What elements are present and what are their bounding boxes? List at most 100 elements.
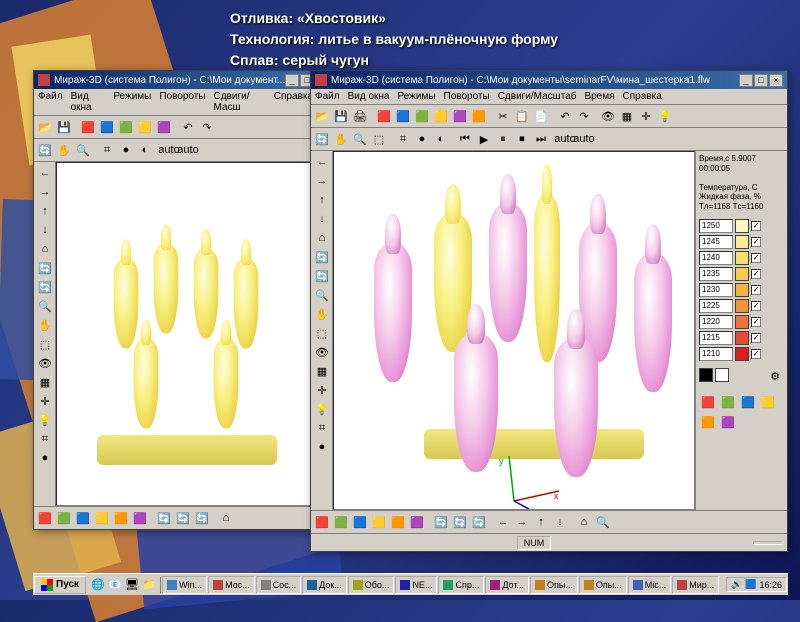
toolbar-button[interactable]: 🟩: [117, 118, 135, 136]
side-tool-button[interactable]: 🔄: [313, 267, 331, 285]
toolbar-button[interactable]: ▦: [618, 107, 636, 125]
toolbar-button[interactable]: ✛: [637, 107, 655, 125]
taskbar-task[interactable]: Mic...: [628, 576, 672, 594]
start-button[interactable]: Пуск: [34, 576, 86, 594]
toolbar-button[interactable]: ●: [117, 141, 135, 159]
side-tool-button[interactable]: ⌗: [36, 430, 54, 448]
legend-swatch[interactable]: [735, 267, 749, 281]
legend-swatch[interactable]: [735, 299, 749, 313]
close-button[interactable]: ×: [769, 74, 783, 87]
side-tool-button[interactable]: ↓: [313, 210, 331, 228]
legend-value[interactable]: 1235: [699, 267, 733, 281]
toolbar-button[interactable]: 🟩: [332, 513, 350, 531]
toolbar-button[interactable]: 🟩: [55, 509, 73, 527]
legend-checkbox[interactable]: ✓: [751, 269, 761, 279]
side-tool-button[interactable]: ⌂: [313, 229, 331, 247]
toolbar-button[interactable]: 🔄: [313, 130, 331, 148]
legend-value[interactable]: 1220: [699, 315, 733, 329]
legend-swatch[interactable]: [735, 331, 749, 345]
side-tool-button[interactable]: ⌗: [313, 419, 331, 437]
side-tool-button[interactable]: ←: [36, 164, 54, 182]
toolbar-button[interactable]: 🔍: [74, 141, 92, 159]
toolbar-button[interactable]: 💾: [332, 107, 350, 125]
legend-value[interactable]: 1225: [699, 299, 733, 313]
toolbar-button[interactable]: 🟧: [470, 107, 488, 125]
quick-launch-icon[interactable]: 📁: [141, 577, 157, 593]
taskbar-task[interactable]: Опы...: [579, 576, 627, 594]
side-tool-button[interactable]: ✋: [313, 305, 331, 323]
menu-item[interactable]: Справка: [623, 91, 662, 102]
toolbar-button[interactable]: ⬚: [370, 130, 388, 148]
toolbar-button[interactable]: 📂: [313, 107, 331, 125]
toolbar-button[interactable]: 🟥: [79, 118, 97, 136]
toolbar-button[interactable]: auto: [160, 141, 178, 159]
tray-icon[interactable]: 🔊: [731, 579, 742, 590]
menu-item[interactable]: Режимы: [397, 91, 435, 102]
toolbar-button[interactable]: 🔄: [451, 513, 469, 531]
menu-item[interactable]: Вид окна: [71, 91, 106, 113]
quick-launch-icon[interactable]: 🌐: [90, 577, 106, 593]
legend-swatch[interactable]: [735, 219, 749, 233]
side-tool-button[interactable]: ▦: [36, 373, 54, 391]
legend-white[interactable]: [715, 368, 729, 382]
side-tool-button[interactable]: →: [313, 172, 331, 190]
legend-tool-button[interactable]: 🟨: [759, 394, 777, 412]
legend-swatch[interactable]: [735, 235, 749, 249]
system-tray[interactable]: 🔊 🟦 16:26: [726, 577, 787, 592]
side-tool-button[interactable]: 💡: [36, 411, 54, 429]
minimize-button[interactable]: _: [285, 74, 299, 87]
quick-launch-icon[interactable]: 📧: [107, 577, 123, 593]
taskbar-task[interactable]: Win...: [162, 576, 207, 594]
toolbar-button[interactable]: 🔍: [351, 130, 369, 148]
side-tool-button[interactable]: 👁: [313, 343, 331, 361]
toolbar-button[interactable]: 🔄: [470, 513, 488, 531]
toolbar-button[interactable]: 🟨: [93, 509, 111, 527]
toolbar-button[interactable]: 🔄: [155, 509, 173, 527]
legend-tool-button[interactable]: 🟪: [719, 414, 737, 432]
toolbar-button[interactable]: 🔄: [174, 509, 192, 527]
side-tool-button[interactable]: 🔍: [313, 286, 331, 304]
side-tool-button[interactable]: ⬚: [313, 324, 331, 342]
toolbar-button[interactable]: 🟨: [432, 107, 450, 125]
toolbar-button[interactable]: 📋: [513, 107, 531, 125]
legend-value[interactable]: 1240: [699, 251, 733, 265]
side-tool-button[interactable]: 🔄: [36, 278, 54, 296]
menu-item[interactable]: Режимы: [113, 91, 151, 113]
legend-config-icon[interactable]: ⚙: [766, 368, 784, 386]
legend-tool-button[interactable]: 🟥: [699, 394, 717, 412]
menu-item[interactable]: Вид окна: [348, 91, 390, 102]
maximize-button[interactable]: □: [754, 74, 768, 87]
taskbar-task[interactable]: Coc...: [256, 576, 302, 594]
toolbar-button[interactable]: ✋: [55, 141, 73, 159]
viewport-2[interactable]: x y z: [333, 151, 695, 510]
toolbar-button[interactable]: ◐: [432, 130, 450, 148]
toolbar-button[interactable]: ✂: [494, 107, 512, 125]
toolbar-button[interactable]: ◐: [136, 141, 154, 159]
menu-item[interactable]: Файл: [38, 91, 63, 113]
toolbar-button[interactable]: ↓: [551, 513, 569, 531]
toolbar-button[interactable]: ⏹: [513, 130, 531, 148]
toolbar-button[interactable]: 🖨: [351, 107, 369, 125]
toolbar-button[interactable]: ↷: [575, 107, 593, 125]
side-tool-button[interactable]: ✋: [36, 316, 54, 334]
toolbar-button[interactable]: 🔄: [193, 509, 211, 527]
toolbar-button[interactable]: ↷: [198, 118, 216, 136]
legend-value[interactable]: 1230: [699, 283, 733, 297]
toolbar-button[interactable]: ↑: [532, 513, 550, 531]
legend-value[interactable]: 1250: [699, 219, 733, 233]
taskbar-task[interactable]: NE...: [395, 576, 437, 594]
titlebar-2[interactable]: Мираж-3D (система Полигон) - C:\Мои доку…: [311, 71, 787, 89]
titlebar-1[interactable]: Мираж-3D (система Полигон) - C:\Мои доку…: [34, 71, 317, 89]
legend-black[interactable]: [699, 368, 713, 382]
taskbar-task[interactable]: Moc...: [208, 576, 255, 594]
toolbar-button[interactable]: →: [513, 513, 531, 531]
toolbar-button[interactable]: auto: [556, 130, 574, 148]
menu-item[interactable]: Справка: [274, 91, 313, 113]
toolbar-button[interactable]: 🟥: [375, 107, 393, 125]
side-tool-button[interactable]: ●: [313, 438, 331, 456]
tray-icon[interactable]: 🟦: [745, 579, 756, 590]
quick-launch-icon[interactable]: 🖥: [124, 577, 140, 593]
side-tool-button[interactable]: 🔄: [313, 248, 331, 266]
side-tool-button[interactable]: 👁: [36, 354, 54, 372]
toolbar-button[interactable]: 🔍: [594, 513, 612, 531]
